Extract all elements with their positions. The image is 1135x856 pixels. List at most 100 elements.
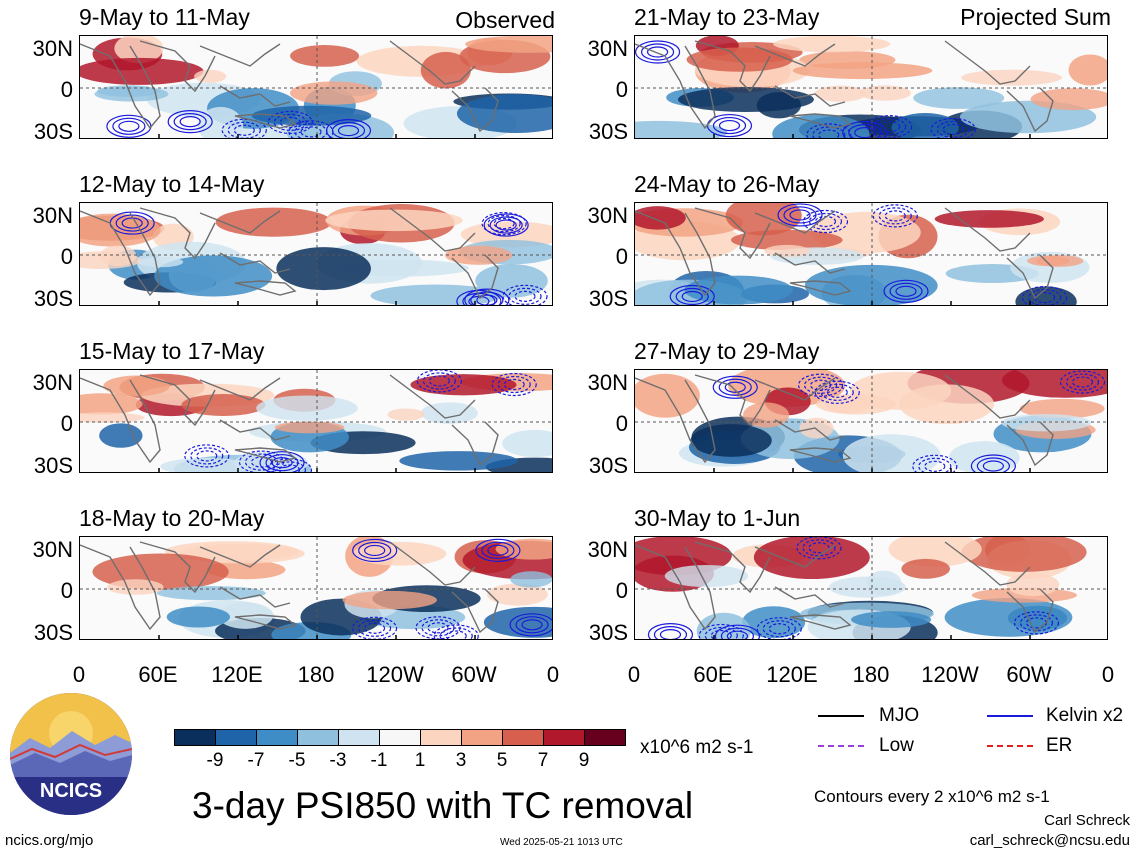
lat-label-30s: 30S — [588, 119, 628, 144]
kelvin-contour — [428, 375, 450, 387]
coastline — [219, 252, 291, 274]
lon-label-60w: 60W — [1006, 662, 1052, 687]
kelvin-contour — [777, 203, 823, 227]
anomaly-shading — [420, 51, 471, 89]
colorbar-swatch — [461, 729, 503, 746]
coastline — [694, 40, 771, 93]
anomaly-shading — [725, 203, 802, 236]
coastline — [219, 85, 291, 107]
kelvin-contour — [659, 629, 682, 639]
anomaly-shading — [1068, 54, 1107, 86]
kelvin-contour — [710, 629, 732, 639]
lon-label-0: 0 — [627, 662, 641, 687]
kelvin-contour — [514, 290, 536, 302]
kelvin-contour — [783, 206, 817, 224]
kelvin-contour — [300, 126, 322, 138]
site-link[interactable]: ncics.org/mjo — [5, 832, 94, 849]
kelvin-contour — [675, 287, 709, 305]
lat-label-0: 0 — [615, 77, 628, 102]
colorbar-tick-label: 5 — [496, 750, 508, 771]
kelvin-contour — [184, 444, 230, 468]
kelvin-contour — [233, 124, 255, 136]
anomaly-shading — [1001, 414, 1092, 432]
colorbar-swatch — [543, 729, 585, 746]
kelvin-contour — [190, 447, 224, 465]
coastline — [774, 85, 846, 107]
kelvin-contour — [464, 288, 510, 305]
anomaly-shading — [166, 606, 231, 628]
kelvin-contour — [266, 458, 313, 472]
kelvin-contour — [918, 457, 952, 472]
coastline — [635, 377, 716, 464]
colorbar-tick-label: -5 — [288, 750, 306, 771]
legend-label-low: Low — [879, 735, 914, 756]
kelvin-contour — [357, 619, 392, 637]
map-canvas — [80, 36, 552, 138]
kelvin-contour — [244, 453, 279, 471]
kelvin-contour — [712, 375, 758, 399]
kelvin-contour — [288, 120, 334, 138]
coastline — [199, 544, 281, 568]
map-canvas — [80, 203, 552, 305]
kelvin-contour — [487, 215, 521, 233]
coastline — [1006, 588, 1054, 634]
lon-label-120e: 120E — [211, 662, 263, 687]
anomaly-shading — [690, 424, 772, 457]
anomaly-shading — [80, 213, 161, 247]
coastline — [1006, 87, 1054, 133]
kelvin-contour — [873, 118, 907, 136]
lat-label-30s: 30S — [33, 620, 73, 645]
kelvin-contour — [1065, 373, 1100, 391]
lat-label-0: 0 — [615, 244, 628, 269]
lat-label-0: 0 — [60, 244, 73, 269]
kelvin-contour — [487, 544, 509, 556]
kelvin-contour — [489, 216, 523, 234]
anomaly-shading — [80, 57, 204, 85]
anomaly-shading — [635, 206, 686, 230]
kelvin-contour — [173, 113, 207, 131]
coastline — [944, 40, 1031, 85]
kelvin-contour — [756, 617, 802, 639]
anomaly-shading — [80, 393, 143, 415]
kelvin-contour — [118, 120, 140, 132]
kelvin-contour — [726, 630, 749, 639]
kelvin-contour — [433, 624, 479, 639]
colorbar-swatch — [420, 729, 462, 746]
anomaly-shading — [114, 36, 164, 64]
coastline — [944, 541, 1031, 586]
coastline — [389, 40, 476, 85]
colorbar-tick-label: 1 — [414, 750, 426, 771]
lat-label-30s: 30S — [33, 286, 73, 311]
anomaly-shading — [773, 36, 891, 53]
anomaly-shading — [677, 87, 814, 112]
lat-label-30n: 30N — [32, 203, 73, 228]
coastline — [139, 207, 216, 260]
anomaly-shading — [961, 537, 1087, 572]
anomaly-shading — [899, 384, 995, 425]
anomaly-shading — [460, 221, 552, 248]
anomaly-shading — [289, 81, 378, 105]
main-title: 3-day PSI850 with TC removal — [192, 785, 694, 826]
map-panel-2 — [79, 202, 553, 306]
kelvin-contour — [936, 120, 970, 138]
legend-label-mjo: MJO — [879, 705, 920, 726]
kelvin-contour — [481, 541, 515, 559]
anomaly-shading — [99, 423, 143, 448]
panel-title-6: 24-May to 26-May — [634, 171, 820, 197]
coastline — [80, 43, 161, 130]
coastline — [389, 374, 476, 419]
kelvin-contour — [942, 123, 964, 136]
kelvin-contour — [820, 383, 854, 401]
anomaly-shading — [1006, 573, 1060, 597]
kelvin-contour — [509, 613, 552, 637]
kelvin-contour — [653, 626, 688, 639]
anomaly-shading — [107, 579, 164, 595]
map-panel-3 — [79, 369, 553, 473]
anomaly-shading — [181, 394, 266, 417]
lon-label-60e: 60E — [693, 662, 733, 687]
kelvin-contour — [495, 219, 517, 231]
map-canvas — [635, 537, 1107, 639]
anomaly-shading — [502, 429, 552, 458]
coastline — [1006, 254, 1054, 300]
kelvin-contour — [456, 289, 502, 305]
